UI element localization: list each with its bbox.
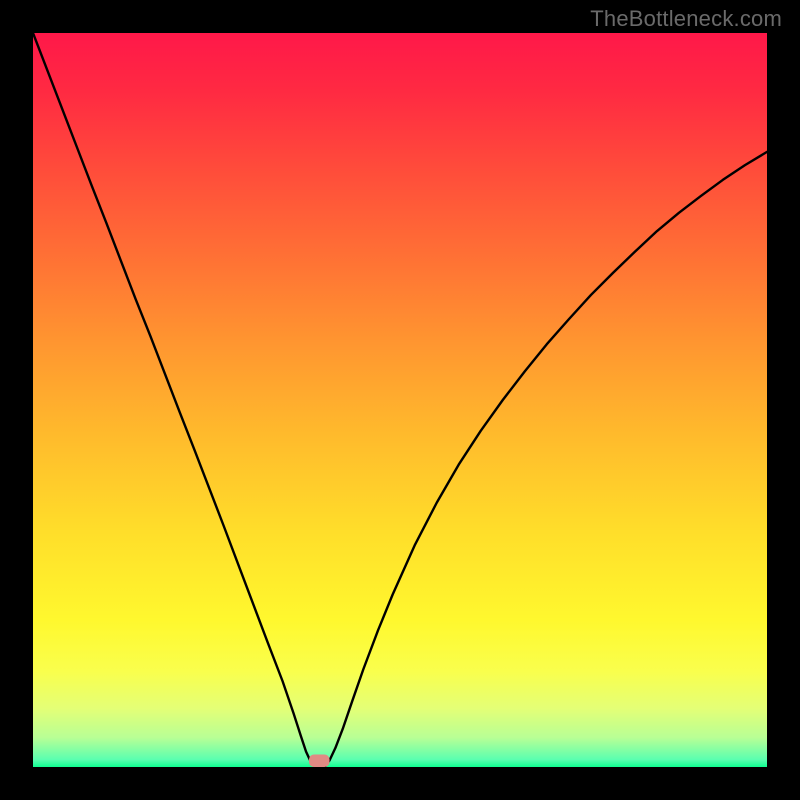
chart-frame: TheBottleneck.com (0, 0, 800, 800)
plot-area (33, 33, 767, 767)
chart-svg (33, 33, 767, 767)
watermark-text: TheBottleneck.com (590, 6, 782, 32)
chart-background (33, 33, 767, 767)
min-marker (309, 755, 330, 767)
